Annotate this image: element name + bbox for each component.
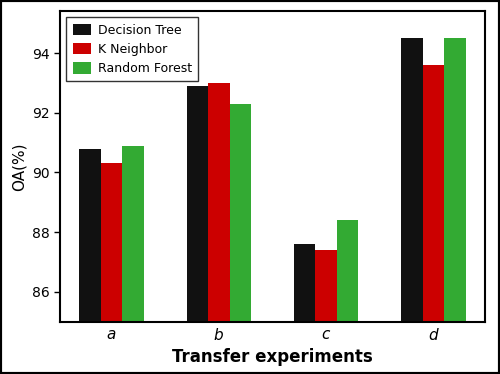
Bar bbox=[80, 148, 101, 374]
Bar bbox=[208, 83, 230, 374]
Bar bbox=[423, 65, 444, 374]
Bar bbox=[230, 104, 251, 374]
Bar bbox=[122, 145, 144, 374]
X-axis label: Transfer experiments: Transfer experiments bbox=[172, 348, 373, 366]
Bar bbox=[186, 86, 208, 374]
Bar bbox=[101, 163, 122, 374]
Legend: Decision Tree, K Neighbor, Random Forest: Decision Tree, K Neighbor, Random Forest bbox=[66, 18, 198, 82]
Bar bbox=[402, 38, 423, 374]
Bar bbox=[316, 250, 337, 374]
Bar bbox=[294, 244, 316, 374]
Y-axis label: OA(%): OA(%) bbox=[12, 142, 26, 191]
Bar bbox=[337, 220, 358, 374]
Bar bbox=[444, 38, 466, 374]
